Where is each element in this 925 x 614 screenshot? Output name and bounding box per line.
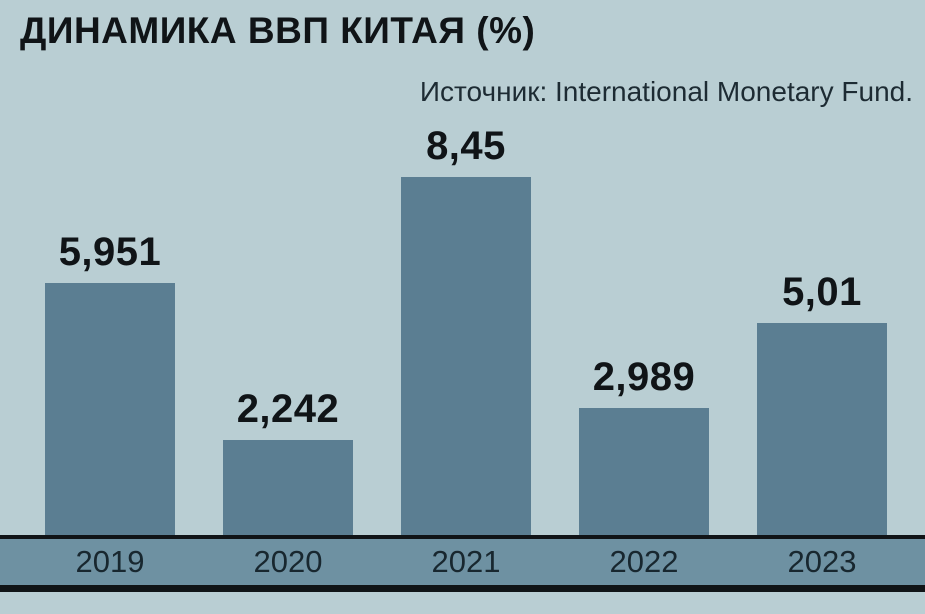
x-tick-label: 2020 [253,544,323,579]
chart-source: Источник: International Monetary Fund. [419,76,913,107]
bar [757,323,887,535]
plot-area: 5,951 2,242 8,45 2,989 5,01 [45,115,887,535]
x-tick-label: 2023 [787,544,857,579]
x-tick-label: 2022 [609,544,679,579]
bar-column: 2,242 [223,387,353,535]
x-tick-label: 2019 [75,544,145,579]
bar-value-label: 5,951 [58,230,162,274]
bar-value-label: 2,242 [236,387,340,431]
bar-value-label: 8,45 [426,124,506,168]
x-tick-label: 2021 [431,544,501,579]
bar [401,177,531,535]
bar-value-label: 5,01 [782,270,862,314]
bar-column: 2,989 [579,355,709,535]
bar [223,440,353,535]
x-axis-band: 2019 2020 2021 2022 2023 [0,535,925,592]
bar-column: 5,951 [45,230,175,535]
bar [579,408,709,535]
chart-title: ДИНАМИКА ВВП КИТАЯ (%) [20,10,536,51]
bar-column: 8,45 [401,124,531,535]
bar [45,283,175,535]
bar-column: 5,01 [757,270,887,535]
bar-value-label: 2,989 [592,355,696,399]
